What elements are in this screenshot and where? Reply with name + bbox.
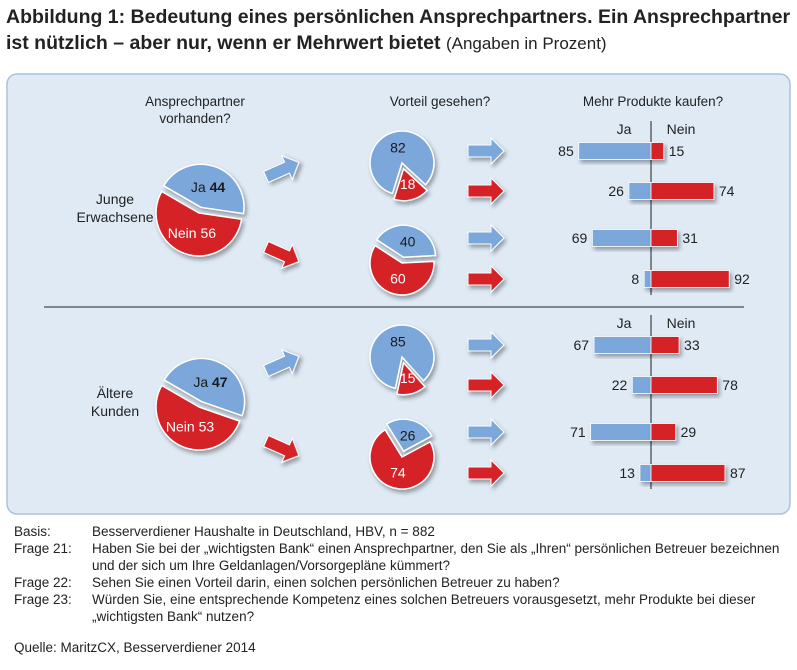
group-aeltere-pie-ansprechpartner-label-ja: Ja 47 xyxy=(193,374,227,390)
group-aeltere-arrow-row-1 xyxy=(467,330,505,360)
group-junge-label-line-2: Erwachsene xyxy=(76,209,153,225)
group-aeltere-header-nein: Nein xyxy=(667,315,696,331)
group-junge-bar-nein-1 xyxy=(650,142,665,160)
group-aeltere-label-line-2: Kunden xyxy=(91,403,139,419)
note-text: Sehen Sie einen Vorteil darin, einen sol… xyxy=(92,575,560,590)
group-junge-pie-ansprechpartner-slice-nein xyxy=(155,190,243,257)
note-label: Basis: xyxy=(14,524,51,539)
note-frage-23: Frage 23: Würden Sie, eine entsprechende … xyxy=(14,591,794,625)
group-junge-pie-vorteil-2-slice-ja xyxy=(375,224,437,258)
header-kaufen: Mehr Produkte kaufen? xyxy=(583,94,723,109)
note-text: Haben Sie bei der „wichtigsten Bank“ ein… xyxy=(92,541,780,573)
group-junge-pie-vorteil-1-label-nein: 18 xyxy=(400,176,416,192)
group-junge-arrow-nein xyxy=(262,240,300,270)
group-junge-value-ja-3: 69 xyxy=(572,230,588,246)
group-aeltere-pie-vorteil-1-label-nein: 15 xyxy=(400,370,416,386)
note-label: Frage 23: xyxy=(14,592,72,607)
group-junge-bar-ja-1 xyxy=(578,142,652,160)
note-frage-22: Frage 22: Sehen Sie einen Vorteil darin, … xyxy=(14,574,794,591)
group-aeltere-value-nein-4: 87 xyxy=(730,465,746,481)
figure-title: Abbildung 1: Bedeutung eines persönliche… xyxy=(6,4,796,57)
group-aeltere-pie-ansprechpartner-slice-nein xyxy=(155,384,241,451)
group-aeltere-header-ja: Ja xyxy=(617,315,632,331)
group-aeltere-pie-ansprechpartner-slice-ja xyxy=(163,357,246,417)
group-aeltere-pie-vorteil-2-slice-ja xyxy=(385,418,433,453)
header-ansprechpartner-1: Ansprechpartner xyxy=(145,94,245,109)
group-junge-value-nein-3: 31 xyxy=(682,230,698,246)
group-junge-arrow-ja xyxy=(262,154,300,184)
group-aeltere-bar-nein-2 xyxy=(650,376,718,394)
figure-title-unit: (Angaben in Prozent) xyxy=(445,34,607,53)
group-aeltere-pie-vorteil-2-label-nein: 74 xyxy=(390,464,406,480)
header-ansprechpartner-2: vorhanden? xyxy=(159,111,230,126)
group-aeltere-bar-ja-2 xyxy=(631,376,652,394)
note-basis: Basis: Besserverdiener Haushalte in Deuts… xyxy=(14,523,794,540)
note-label: Frage 22: xyxy=(14,575,72,590)
group-junge-pie-ansprechpartner-label-ja: Ja 44 xyxy=(191,179,225,195)
group-aeltere-bar-nein-1 xyxy=(650,336,680,354)
group-junge-arrow-row-1 xyxy=(467,136,505,166)
group-aeltere-pie-vorteil-2-slice-nein xyxy=(369,428,435,490)
group-junge-bar-nein-4 xyxy=(650,270,730,288)
group-junge-bar-ja-2 xyxy=(628,182,652,200)
group-aeltere-bar-ja-3 xyxy=(590,423,652,441)
group-aeltere-value-ja-2: 22 xyxy=(612,377,628,393)
group-junge-pie-ansprechpartner-slice-ja xyxy=(162,163,245,215)
figure-title-main: Abbildung 1: Bedeutung eines persönliche… xyxy=(6,6,791,54)
group-junge-value-nein-2: 74 xyxy=(719,183,735,199)
group-aeltere-arrow-nein xyxy=(262,434,300,464)
group-aeltere-arrow-row-4 xyxy=(467,458,505,488)
group-junge-value-ja-1: 85 xyxy=(558,143,574,159)
group-junge-bar-nein-2 xyxy=(650,182,715,200)
source-note: Quelle: MaritzCX, Besserverdiener 2014 xyxy=(14,640,256,655)
group-aeltere-arrow-ja xyxy=(262,348,300,378)
group-junge-label-line-1: Junge xyxy=(96,191,134,207)
group-junge-pie-vorteil-2-label-nein: 60 xyxy=(390,270,406,286)
group-aeltere-pie-vorteil-1-slice-ja xyxy=(369,324,435,390)
group-aeltere-pie-ansprechpartner-label-nein: Nein 53 xyxy=(166,418,214,434)
header-vorteil: Vorteil gesehen? xyxy=(390,94,491,109)
group-junge-bar-ja-3 xyxy=(591,229,652,247)
group-aeltere-pie-vorteil-1-label-ja: 85 xyxy=(390,333,406,349)
chart-panel: Ansprechpartner vorhanden? Vorteil geseh… xyxy=(6,73,791,515)
group-junge-value-nein-4: 92 xyxy=(734,271,750,287)
group-junge-header-nein: Nein xyxy=(667,121,696,137)
group-aeltere-value-nein-2: 78 xyxy=(722,377,738,393)
group-junge-pie-vorteil-1-slice-ja xyxy=(369,130,435,195)
group-aeltere-pie-vorteil-2-label-ja: 26 xyxy=(400,428,416,444)
group-aeltere-value-nein-1: 33 xyxy=(684,337,700,353)
group-junge-pie-ansprechpartner-label-nein: Nein 56 xyxy=(168,225,216,241)
group-junge-arrow-row-4 xyxy=(467,264,505,294)
group-junge-value-nein-1: 15 xyxy=(669,143,685,159)
group-aeltere-bar-ja-4 xyxy=(639,464,652,482)
group-junge-pie-vorteil-1-slice-nein xyxy=(393,167,429,202)
group-aeltere-value-nein-3: 29 xyxy=(681,424,697,440)
notes: Basis: Besserverdiener Haushalte in Deuts… xyxy=(14,523,794,625)
group-aeltere-pie-vorteil-1-slice-nein xyxy=(396,361,427,396)
group-aeltere-arrow-row-3 xyxy=(467,417,505,447)
chart-marks: Junge Erwachsene Ja 44 Nein 56 82 18 40 60 Ja Nei… xyxy=(76,121,750,490)
note-text: Besserverdiener Haushalte in Deutschland… xyxy=(92,524,435,539)
group-junge-arrow-row-3 xyxy=(467,223,505,253)
group-aeltere-label-line-1: Ältere xyxy=(97,385,134,401)
group-junge-pie-vorteil-2-label-ja: 40 xyxy=(400,234,416,250)
note-text: Würden Sie, eine entsprechende Kompetenz… xyxy=(92,592,756,624)
group-junge-pie-vorteil-2-slice-nein xyxy=(369,244,435,296)
group-junge-pie-vorteil-1-label-ja: 82 xyxy=(390,139,406,155)
group-aeltere-bar-nein-4 xyxy=(650,464,726,482)
group-aeltere-value-ja-3: 71 xyxy=(570,424,586,440)
note-frage-21: Frage 21: Haben Sie bei der „wichtigsten … xyxy=(14,540,794,574)
group-junge-bar-ja-4 xyxy=(643,270,652,288)
group-junge-bar-nein-3 xyxy=(650,229,678,247)
group-junge-arrow-row-2 xyxy=(467,176,505,206)
group-junge-value-ja-4: 8 xyxy=(631,271,639,287)
group-aeltere-bar-nein-3 xyxy=(650,423,677,441)
note-label: Frage 21: xyxy=(14,541,72,556)
group-aeltere-arrow-row-2 xyxy=(467,370,505,400)
group-aeltere-bar-ja-1 xyxy=(593,336,652,354)
group-junge-header-ja: Ja xyxy=(617,121,632,137)
group-aeltere-value-ja-1: 67 xyxy=(573,337,589,353)
group-aeltere-value-ja-4: 13 xyxy=(619,465,635,481)
group-junge-value-ja-2: 26 xyxy=(608,183,624,199)
